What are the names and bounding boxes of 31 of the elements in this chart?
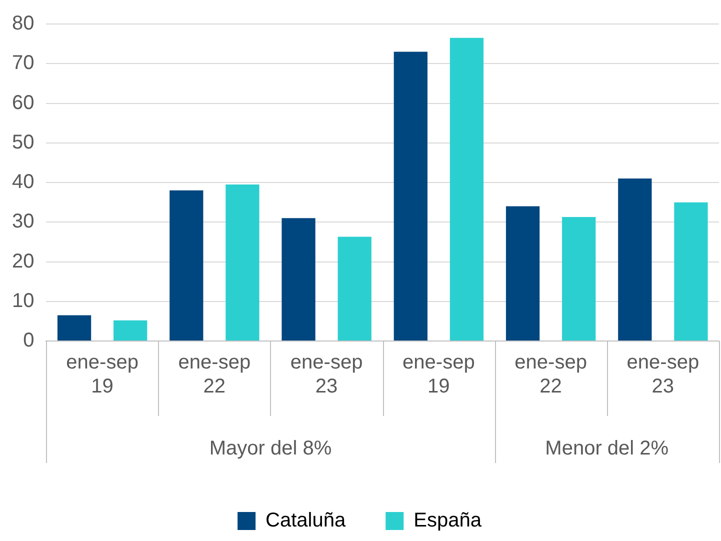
x-tick-label: ene-sep 22: [514, 352, 587, 398]
y-tick-label: 60: [12, 92, 34, 114]
bar: [226, 184, 260, 340]
x-tick-label: ene-sep 22: [178, 352, 251, 398]
bar: [674, 202, 708, 340]
text: Mayor del 8%: [209, 438, 332, 460]
y-tick-label: 0: [23, 330, 34, 352]
x-tick-label: ene-sep 23: [626, 352, 700, 398]
y-tick-label: 20: [12, 250, 34, 272]
y-tick-label: 70: [12, 52, 34, 74]
bar: [57, 315, 92, 340]
bar: [338, 236, 372, 340]
bar: [114, 320, 148, 340]
y-tick-label: 50: [12, 131, 34, 154]
legend-label: España: [414, 510, 482, 532]
bar: [618, 178, 652, 340]
bar: [282, 218, 316, 340]
y-tick-label: 10: [12, 290, 34, 312]
bar: [394, 52, 428, 340]
bar: [450, 38, 484, 340]
x-tick-label: ene-sep 23: [290, 352, 363, 398]
x-tick-label: ene-sep 19: [66, 352, 138, 398]
legend-label: Cataluña: [266, 510, 346, 532]
y-tick-label: 30: [12, 210, 34, 233]
bar: [562, 216, 596, 340]
bar: [506, 206, 540, 340]
y-tick-label: 40: [12, 171, 34, 194]
x-tick-label: ene-sep 19: [402, 352, 475, 398]
bar: [170, 190, 204, 340]
text: Menor del 2%: [545, 438, 669, 460]
y-tick-label: 80: [12, 12, 34, 35]
